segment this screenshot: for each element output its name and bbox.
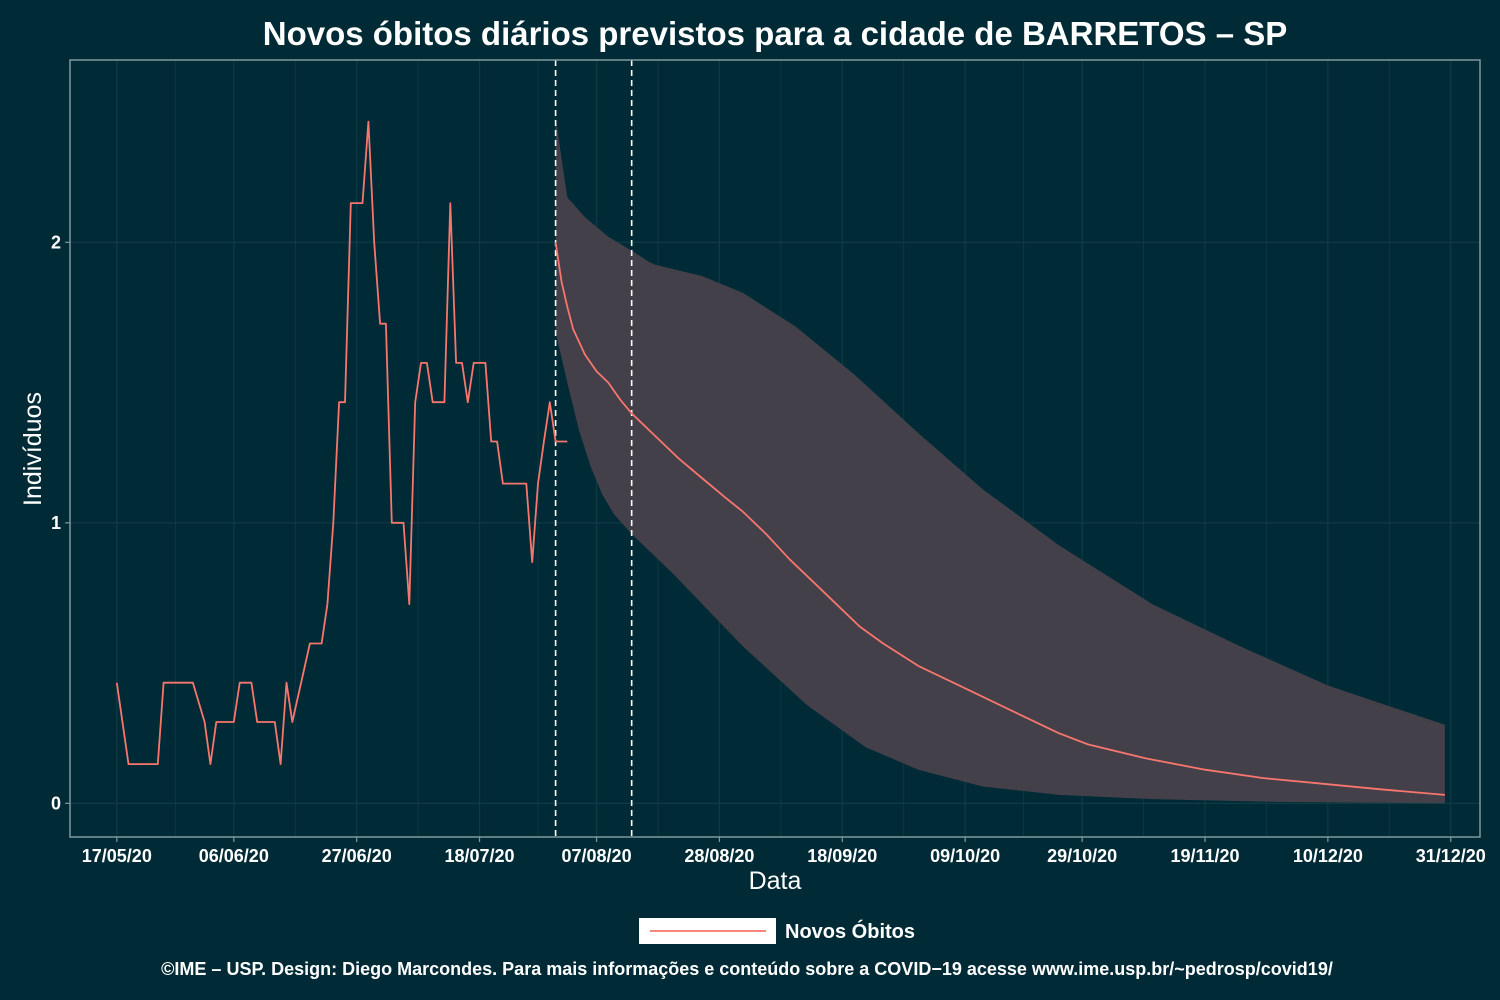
y-tick-label: 1: [51, 513, 61, 533]
x-tick-label: 27/06/20: [322, 846, 392, 866]
x-tick-label: 06/06/20: [199, 846, 269, 866]
chart-title: Novos óbitos diários previstos para a ci…: [263, 15, 1288, 52]
x-axis-title: Data: [749, 867, 802, 895]
observed-series-line: [115, 120, 568, 765]
legend-label: Novos Óbitos: [785, 919, 915, 943]
panel-border: [69, 59, 1481, 838]
prediction-interval-band: [555, 116, 1445, 804]
x-tick-label: 17/05/20: [82, 846, 152, 866]
plot-panel: [69, 59, 1481, 838]
x-tick-label: 28/08/20: [684, 846, 754, 866]
y-axis-title: Indivíduos: [19, 392, 47, 506]
x-tick-label: 18/07/20: [445, 846, 515, 866]
y-axis: 0 1 2: [51, 232, 70, 813]
x-tick-label: 31/12/20: [1416, 846, 1486, 866]
x-tick-label: 19/11/20: [1170, 846, 1239, 866]
x-tick-label: 18/09/20: [807, 846, 877, 866]
x-tick-label: 29/10/20: [1047, 846, 1117, 866]
x-tick-label: 09/10/20: [930, 846, 1000, 866]
legend: Novos Óbitos: [639, 918, 915, 944]
x-tick-label: 10/12/20: [1293, 846, 1363, 866]
y-tick-label: 0: [51, 793, 61, 813]
y-tick-label: 2: [51, 232, 61, 252]
caption: ©IME – USP. Design: Diego Marcondes. Par…: [161, 959, 1333, 979]
x-tick-label: 07/08/20: [562, 846, 632, 866]
x-axis: 17/05/20 06/06/20 27/06/20 18/07/20 07/08/20…: [82, 837, 1486, 866]
predicted-series-line: [554, 242, 1445, 796]
